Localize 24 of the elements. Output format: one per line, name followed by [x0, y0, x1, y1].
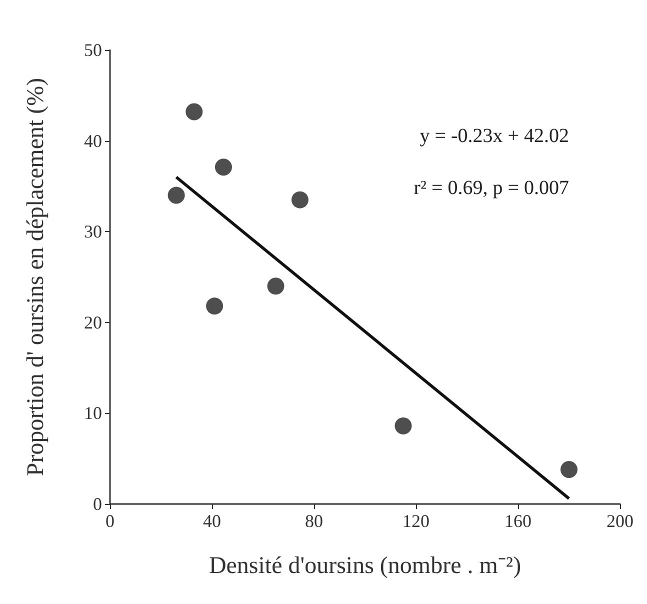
point: [560, 461, 578, 478]
y-tick-label: 20: [84, 312, 102, 332]
y-tick-label: 10: [84, 403, 102, 424]
x-tick-label: 200: [606, 511, 634, 531]
x-tick-label: 160: [504, 511, 532, 531]
annotation: r² = 0.69, p = 0.007: [414, 177, 570, 199]
x-tick-label: 80: [305, 511, 323, 531]
x-tick-label: 40: [203, 511, 221, 531]
y-tick-label: 50: [84, 40, 102, 60]
point: [291, 191, 308, 208]
point: [186, 103, 203, 120]
y-tick-label: 30: [84, 222, 102, 242]
annotation: y = -0.23x + 42.02: [420, 125, 569, 147]
point: [214, 158, 232, 176]
point: [206, 298, 224, 315]
point: [168, 186, 185, 204]
x-axis-title: Densité d'oursins (nombre . m⁻²): [208, 553, 522, 579]
x-tick-label: 120: [402, 511, 430, 531]
y-tick-label: 40: [84, 130, 102, 151]
x-tick-label: 0: [106, 511, 114, 531]
point: [267, 278, 284, 295]
y-axis-title: Proportion d' oursins en déplacement (%): [23, 78, 49, 476]
y-tick-label: 0: [93, 494, 102, 514]
point: [394, 417, 412, 434]
